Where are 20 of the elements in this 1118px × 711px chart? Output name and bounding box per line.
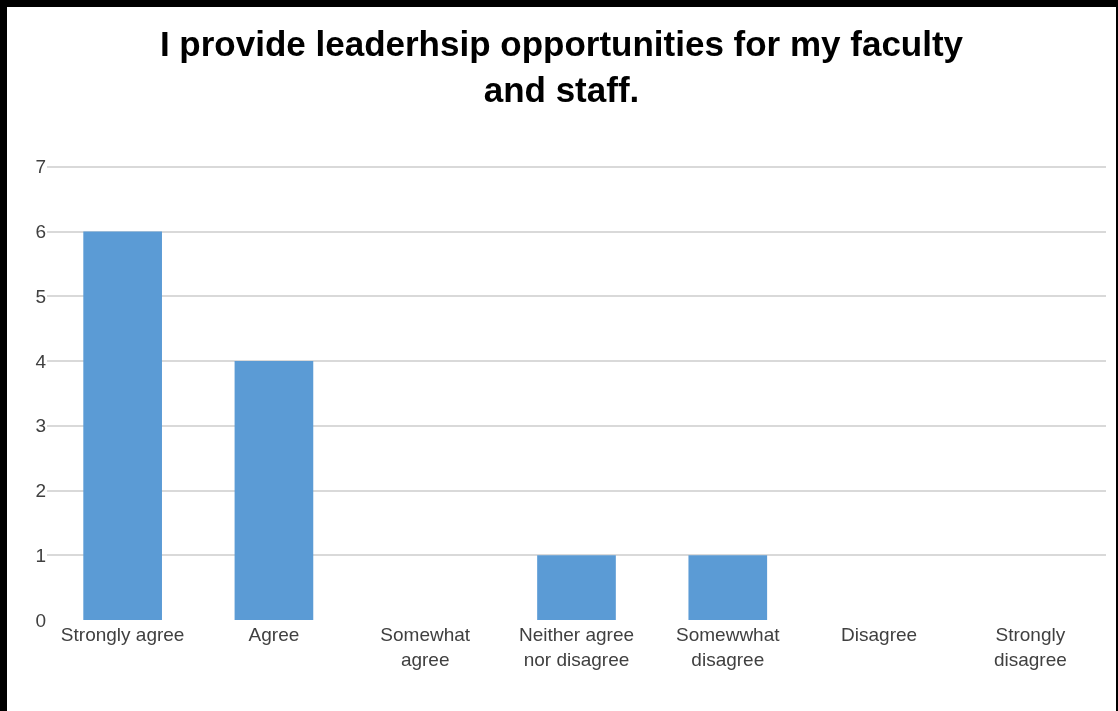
chart-title: I provide leaderhsip opportunities for my faculty and staff. bbox=[159, 24, 964, 109]
y-tick-label: 4 bbox=[35, 350, 47, 372]
x-tick-label: Agree bbox=[248, 624, 300, 645]
x-tick-label: Strongly disagree bbox=[993, 624, 1067, 670]
y-tick-label: 7 bbox=[35, 156, 46, 178]
x-tick-label: Somewhat agree bbox=[380, 624, 471, 670]
x-tick-label: Neither agree nor disagree bbox=[518, 624, 635, 670]
bar bbox=[234, 361, 314, 621]
x-tick-label: Strongly agree bbox=[60, 624, 185, 645]
y-tick-label: 1 bbox=[35, 544, 46, 566]
y-tick-label: 5 bbox=[35, 285, 46, 307]
y-tick-label: 6 bbox=[35, 221, 46, 243]
y-tick-label: 3 bbox=[35, 415, 46, 437]
bar bbox=[688, 555, 768, 621]
x-tick-label: Somewwhat disagree bbox=[676, 624, 781, 670]
bar bbox=[83, 231, 162, 621]
bar bbox=[537, 555, 616, 621]
x-tick-label: Disagree bbox=[841, 624, 918, 645]
y-tick-label: 0 bbox=[35, 609, 46, 631]
y-tick-label: 2 bbox=[35, 480, 46, 502]
